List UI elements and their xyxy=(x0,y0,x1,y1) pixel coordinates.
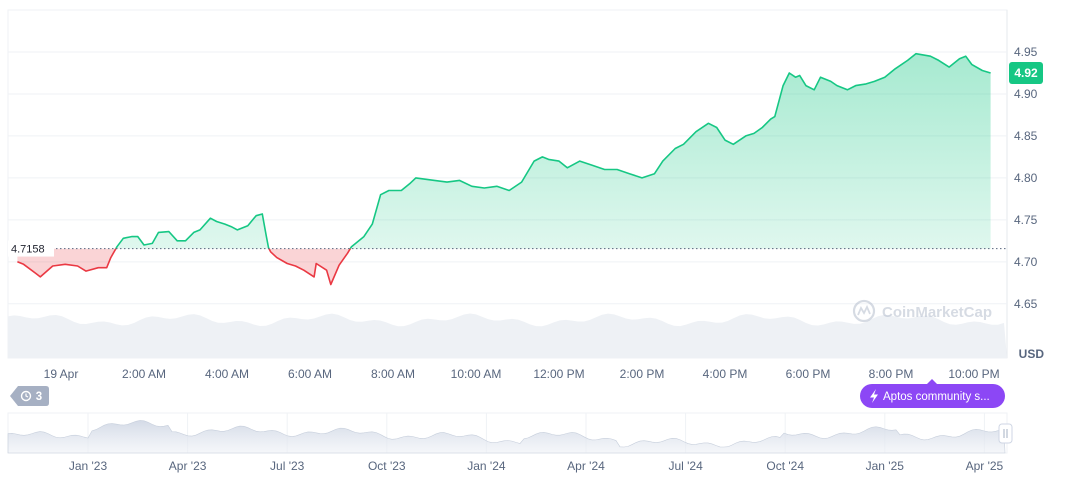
range-navigator[interactable]: Jan '23 Apr '23 Jul '23 Oct '23 Jan '24 Apr '… xyxy=(7,412,1013,473)
x-tick-label: 4:00 AM xyxy=(205,367,249,381)
history-badge-bg[interactable] xyxy=(10,386,49,406)
history-icon-hands xyxy=(25,393,29,398)
y-tick-label: 4.85 xyxy=(1014,129,1038,143)
navigator-x-label: Apr '25 xyxy=(966,459,1004,473)
navigator-area xyxy=(7,420,1006,454)
navigator-handle[interactable] xyxy=(998,423,1013,444)
x-tick-label: 2:00 PM xyxy=(620,367,665,381)
navigator-x-label: Oct '23 xyxy=(368,459,406,473)
price-line-up xyxy=(115,52,991,249)
x-tick-label: 6:00 PM xyxy=(786,367,831,381)
navigator-x-label: Apr '23 xyxy=(169,459,207,473)
history-badge[interactable]: 3 xyxy=(10,386,49,406)
navigator-x-label: Jan '25 xyxy=(866,459,905,473)
volume-area xyxy=(8,313,1007,358)
x-tick-label: 8:00 AM xyxy=(371,367,415,381)
x-tick-label: 6:00 AM xyxy=(288,367,332,381)
currency-label: USD xyxy=(1019,347,1045,361)
navigator-x-label: Oct '24 xyxy=(766,459,804,473)
x-tick-label: 12:00 PM xyxy=(533,367,584,381)
coinmarketcap-watermark: CoinMarketCap xyxy=(852,299,992,323)
x-tick-label: 8:00 PM xyxy=(869,367,914,381)
current-price-text: 4.92 xyxy=(1014,66,1038,80)
lightning-icon xyxy=(870,389,878,403)
price-area-down xyxy=(17,248,351,285)
baseline-price-text: 4.7158 xyxy=(11,244,45,256)
history-badge-count: 3 xyxy=(36,391,42,403)
navigator-x-label: Jul '24 xyxy=(668,459,703,473)
history-icon xyxy=(20,390,32,402)
y-tick-label: 4.80 xyxy=(1014,171,1038,185)
y-tick-label: 4.65 xyxy=(1014,297,1038,311)
coinmarketcap-logo-mark xyxy=(857,304,871,316)
x-tick-label: 10:00 PM xyxy=(948,367,999,381)
coinmarketcap-logo-icon xyxy=(852,299,876,323)
news-badge-text: Aptos community s... xyxy=(883,391,990,403)
volume-band xyxy=(8,313,1007,358)
news-badge-bg[interactable] xyxy=(860,384,1005,408)
y-tick-label: 4.75 xyxy=(1014,213,1038,227)
y-tick-label: 4.90 xyxy=(1014,87,1038,101)
navigator-labels: Jan '23 Apr '23 Jul '23 Oct '23 Jan '24 Apr '… xyxy=(69,459,1004,473)
x-tick-label: 4:00 PM xyxy=(703,367,748,381)
navigator-x-label: Jan '24 xyxy=(467,459,506,473)
baseline-price-label: 4.7158 xyxy=(8,240,54,257)
navigator-x-label: Jan '23 xyxy=(69,459,108,473)
price-area-up xyxy=(115,53,991,249)
y-axis-ticks: 4.95 4.90 4.85 4.80 4.75 4.70 4.65 xyxy=(1014,45,1038,311)
x-tick-label: 19 Apr xyxy=(44,367,79,381)
x-axis-ticks: 19 Apr 2:00 AM 4:00 AM 6:00 AM 8:00 AM 10:00 … xyxy=(44,367,1000,381)
y-tick-label: 4.95 xyxy=(1014,45,1038,59)
x-tick-label: 10:00 AM xyxy=(451,367,502,381)
current-price-badge: 4.92 xyxy=(1009,61,1043,84)
navigator-x-label: Jul '23 xyxy=(270,459,305,473)
y-tick-label: 4.70 xyxy=(1014,255,1038,269)
x-tick-label: 2:00 AM xyxy=(122,367,166,381)
watermark-text: CoinMarketCap xyxy=(882,304,992,321)
price-area xyxy=(17,53,991,285)
news-badge-pointer xyxy=(927,379,937,384)
news-badge[interactable]: Aptos community s... xyxy=(860,379,1005,408)
navigator-x-label: Apr '24 xyxy=(567,459,605,473)
price-line xyxy=(17,52,991,286)
